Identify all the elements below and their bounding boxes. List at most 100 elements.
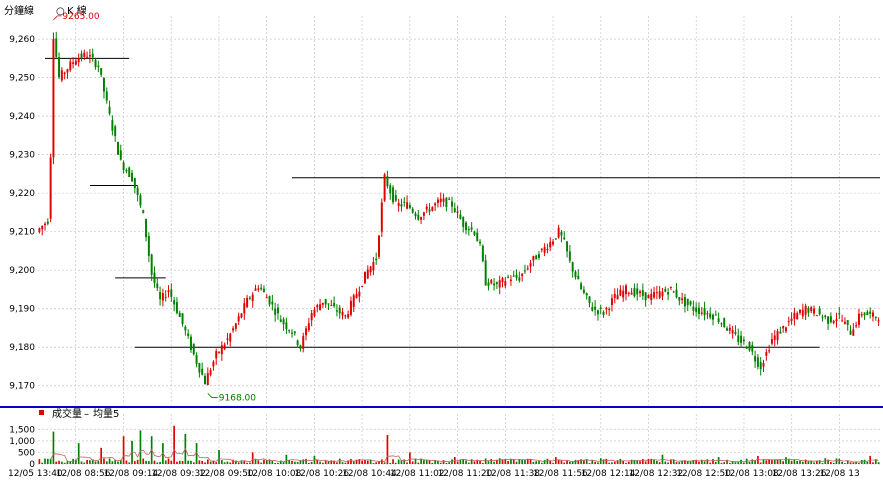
volume-bar <box>173 425 175 464</box>
candle-body <box>386 176 389 187</box>
kline-radio-icon[interactable]: ○ <box>56 6 65 17</box>
volume-bar <box>731 460 734 464</box>
volume-bar <box>128 462 131 464</box>
candle-body <box>664 289 667 292</box>
candle-body <box>695 307 698 312</box>
candle-body <box>872 312 874 317</box>
volume-bar <box>344 462 347 464</box>
candle-body <box>389 185 392 194</box>
volume-bar <box>779 459 782 464</box>
candle-body <box>765 352 768 356</box>
volume-bar <box>709 462 712 464</box>
candle-body <box>434 203 437 206</box>
candle-body <box>147 236 150 256</box>
volume-bar <box>94 461 97 464</box>
tab-kline[interactable]: K 線 <box>67 4 87 17</box>
time-tick-label: 12/08 13:26 <box>772 469 827 479</box>
candle-body <box>745 346 748 349</box>
volume-legend-dash: – <box>84 409 89 420</box>
candle-body <box>667 292 670 295</box>
volume-bar <box>501 459 504 464</box>
candle-body <box>406 202 409 209</box>
volume-bar <box>232 459 234 464</box>
volume-bar <box>787 458 790 464</box>
time-tick-label: 12/08 09:50 <box>199 469 254 479</box>
volume-bar <box>369 459 372 464</box>
volume-bar <box>818 460 821 464</box>
volume-bar <box>776 459 779 464</box>
candle-body <box>251 294 254 301</box>
volume-bar <box>583 460 585 464</box>
volume-bar <box>237 462 240 464</box>
candle-body <box>420 217 423 220</box>
volume-bar <box>630 459 633 464</box>
candle-body <box>46 221 49 224</box>
volume-bar <box>484 458 487 464</box>
candle-body <box>841 320 844 322</box>
candle-body <box>549 241 552 248</box>
price-axis-ticks: 9,170 9,180 9,190 9,200 9,210 9,220 9,230 9,240… <box>9 35 35 392</box>
volume-legend-avg: 均量5 <box>93 408 119 420</box>
price-tick-label: 9,240 <box>9 112 35 122</box>
candle-body <box>246 297 249 308</box>
volume-bar <box>625 462 627 464</box>
candle-body <box>495 282 498 284</box>
candle-body <box>453 208 456 212</box>
volume-bar <box>229 462 232 464</box>
candle-body <box>209 370 212 375</box>
volume-tick-label: 0 <box>29 460 35 470</box>
candle-body <box>187 333 190 337</box>
candle-body <box>414 213 417 217</box>
volume-bar <box>218 450 220 464</box>
volume-bar <box>479 460 481 464</box>
volume-bar <box>560 460 563 464</box>
candle-body <box>274 308 277 315</box>
volume-bar <box>282 462 285 464</box>
candle-body <box>625 285 627 295</box>
volume-bar <box>456 461 459 464</box>
volume-bar <box>810 460 813 464</box>
candle-body <box>661 291 664 297</box>
volume-bar <box>46 458 49 464</box>
candle-body <box>262 288 265 292</box>
candle-body <box>678 296 681 301</box>
candle-body <box>726 328 729 331</box>
candle-body <box>319 304 322 311</box>
volume-bar <box>105 461 108 464</box>
volume-bar <box>633 459 636 464</box>
volume-bar <box>347 460 349 464</box>
candle-body <box>507 276 510 278</box>
candle-body <box>647 295 650 299</box>
candle-body <box>608 308 611 310</box>
volume-bar <box>734 462 737 464</box>
candle-body <box>532 255 535 261</box>
volume-bar <box>75 459 77 464</box>
candle-body <box>49 157 52 219</box>
candle-body <box>720 323 723 325</box>
candle-body <box>557 227 560 238</box>
volume-bar <box>591 459 594 464</box>
candle-body <box>554 238 557 240</box>
candle-body <box>159 292 162 300</box>
candle-body <box>128 167 131 177</box>
volume-bar <box>288 460 291 464</box>
candle-body <box>689 301 692 305</box>
candle-body <box>142 210 145 214</box>
volume-bar <box>681 460 683 464</box>
candle-body <box>431 206 434 211</box>
volume-bar <box>389 462 392 464</box>
volume-tick-label: 1,000 <box>9 437 35 447</box>
candle-body <box>425 206 428 210</box>
candle-body <box>181 313 184 324</box>
volume-bar <box>852 462 855 464</box>
candle-body <box>540 248 543 251</box>
volume-bar <box>108 458 111 464</box>
volume-bar <box>672 459 675 464</box>
volume-bar <box>765 460 768 464</box>
volume-bar <box>751 459 754 464</box>
candle-body <box>215 351 218 359</box>
volume-bar <box>91 459 94 464</box>
tab-minute-line[interactable]: 分鐘線 <box>4 4 34 17</box>
volume-bar <box>167 458 170 464</box>
volume-bar <box>462 459 465 464</box>
